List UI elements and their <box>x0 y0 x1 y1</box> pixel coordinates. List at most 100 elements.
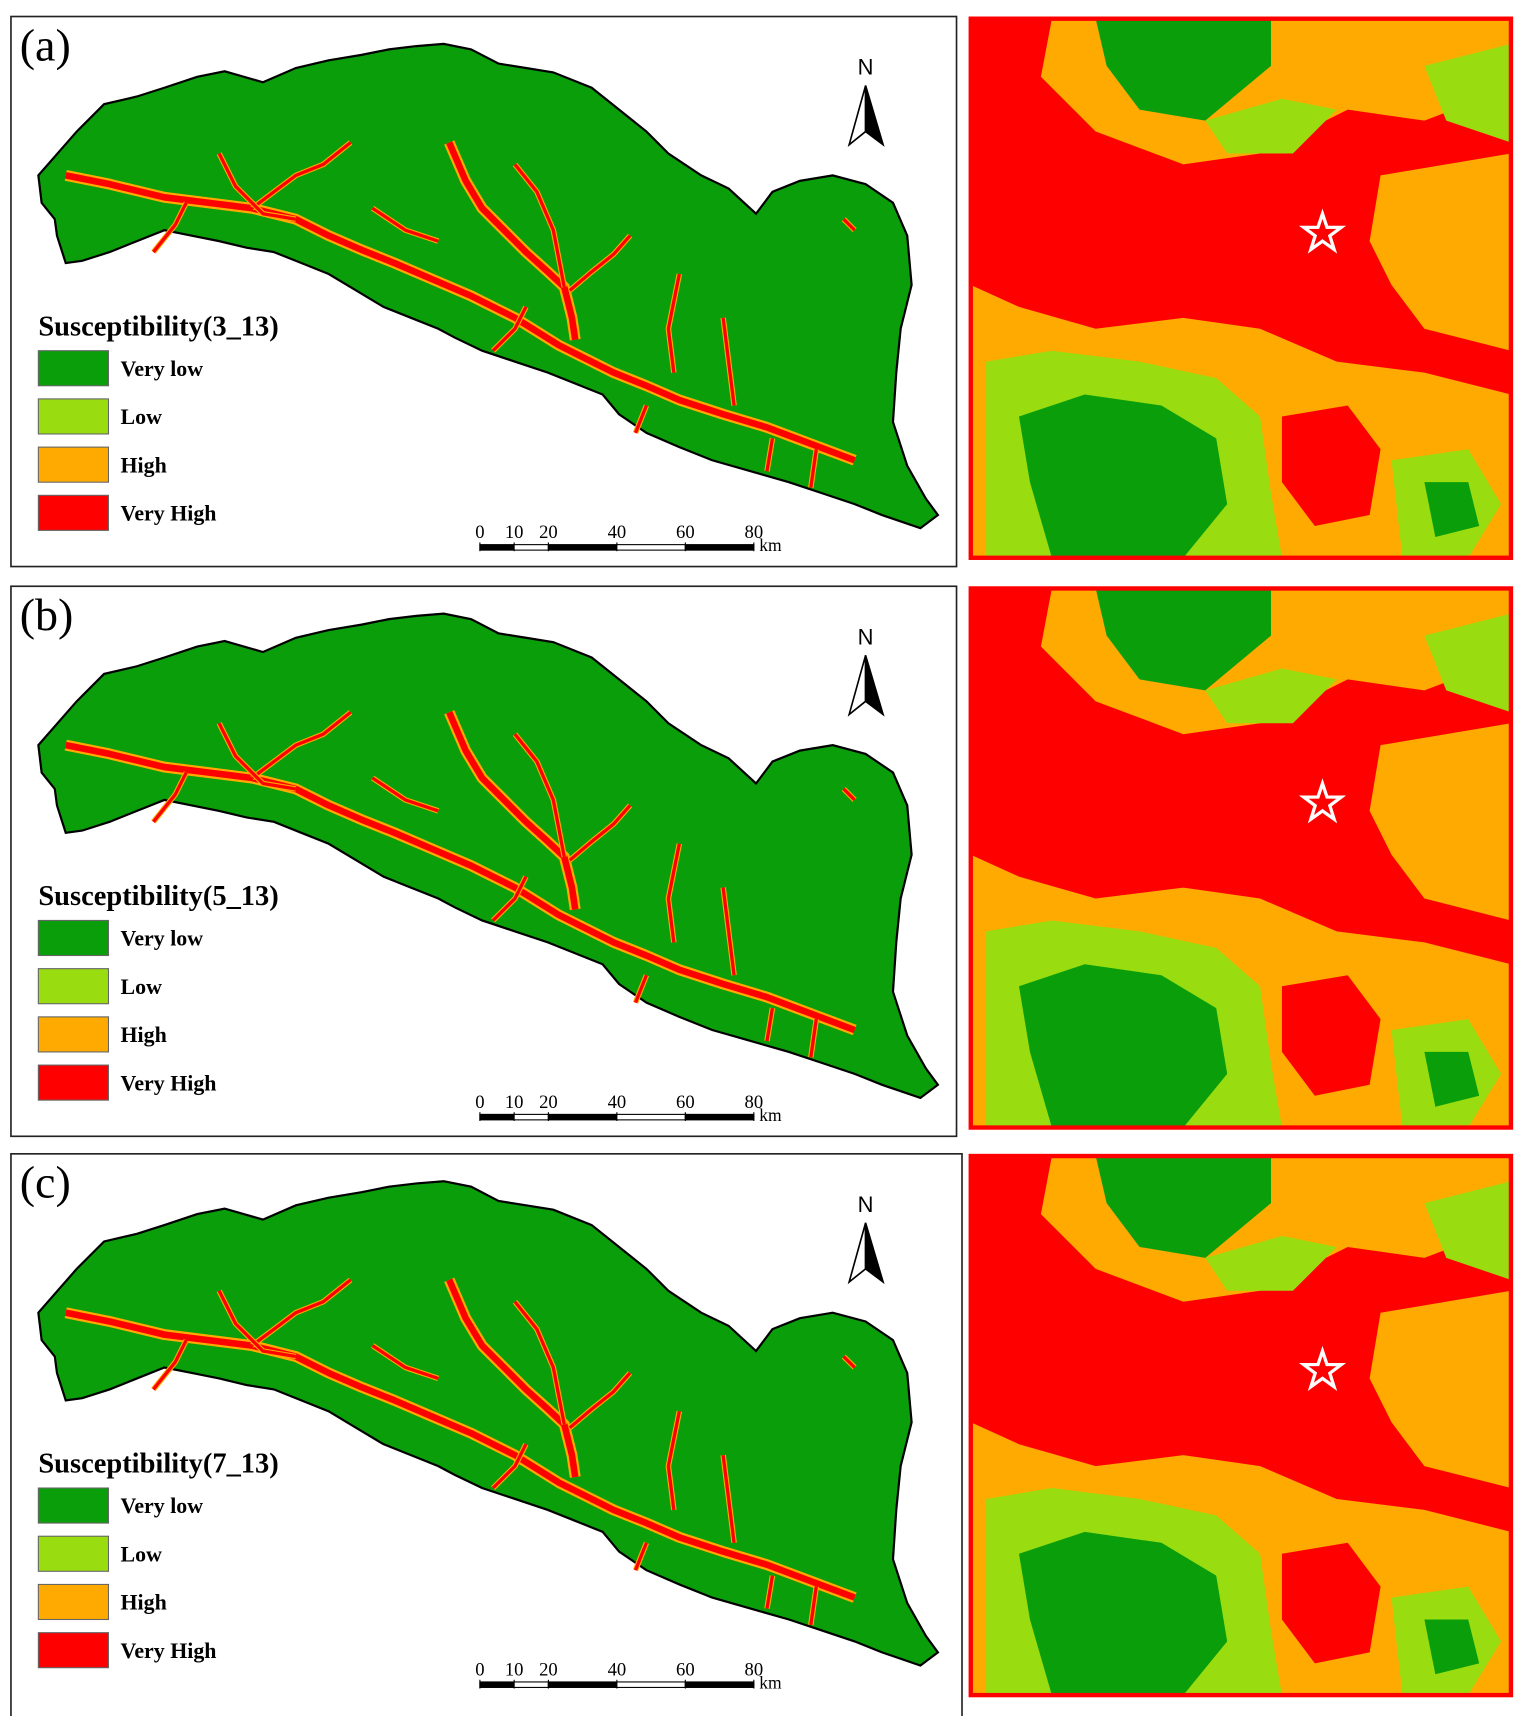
north-label: N <box>858 624 874 649</box>
valley-very-high <box>491 1443 528 1490</box>
valley-very-high <box>568 1371 632 1430</box>
panel: (b) N Susceptibility(5_13) Very low Low High V… <box>10 585 1514 1138</box>
legend-title: Susceptibility(3_13) <box>38 311 278 342</box>
zoom-view <box>968 1153 1514 1698</box>
scale-label: 80 <box>745 1659 764 1680</box>
zoom-frame <box>968 586 1514 1130</box>
scale-segment <box>479 544 515 551</box>
valley-very-high <box>842 1355 856 1369</box>
valley-very-high <box>251 141 352 210</box>
valley-very-high <box>491 306 528 352</box>
valley-very-high <box>251 1278 352 1347</box>
site-star <box>1298 208 1347 254</box>
zoom-view <box>968 586 1514 1130</box>
legend-swatch <box>37 446 110 483</box>
valley-very-high <box>513 733 566 858</box>
zoom-region <box>1369 723 1511 921</box>
valley-very-high <box>217 722 297 791</box>
zoom-frame <box>968 1153 1514 1698</box>
valley-very-high <box>809 1586 818 1626</box>
legend-swatch <box>37 1583 110 1621</box>
panel-label: (c) <box>20 1157 71 1208</box>
valley-very-high <box>371 776 439 813</box>
panel-label: (b) <box>20 589 74 640</box>
scale-label: 80 <box>745 522 764 543</box>
legend-label: Very High <box>121 1070 217 1095</box>
valley-very-high <box>765 1007 775 1042</box>
legend-swatch <box>37 398 110 435</box>
scale-label: 20 <box>539 1659 558 1680</box>
zoom-region <box>1018 964 1228 1128</box>
legend-label: Low <box>121 1541 163 1566</box>
valley-very-high <box>217 152 297 221</box>
panel-label: (a) <box>20 19 71 70</box>
scale-label: 40 <box>608 1092 627 1113</box>
scale-segment <box>513 1113 549 1121</box>
legend-label: Very High <box>121 501 217 526</box>
scale-segment <box>479 1113 515 1121</box>
valley-very-high <box>721 317 736 406</box>
scale-segment <box>616 1681 686 1688</box>
scale-label: 0 <box>475 1659 484 1680</box>
legend-swatch <box>37 1487 110 1524</box>
valley-very-high <box>633 404 648 434</box>
zoom-region <box>1270 1159 1414 1215</box>
scale-label: 0 <box>475 1092 484 1113</box>
zoom-region <box>1205 668 1337 724</box>
valley-very-high <box>152 1339 188 1391</box>
zoom-region <box>1281 405 1381 527</box>
scale-segment <box>513 544 549 551</box>
valley-very-high <box>633 1542 648 1571</box>
zoom-region <box>1424 43 1511 143</box>
legend-swatch <box>37 919 110 957</box>
legend-swatch <box>37 1016 110 1053</box>
legend-label: High <box>121 452 167 477</box>
zoom-region <box>1424 1619 1480 1675</box>
scale-unit: km <box>759 1105 782 1125</box>
scale-segment <box>616 544 686 551</box>
legend-label: High <box>121 1022 167 1047</box>
scale-segment <box>684 1681 755 1688</box>
zoom-region <box>1281 975 1381 1096</box>
scale-label: 80 <box>745 1092 764 1113</box>
scale-unit: km <box>759 535 782 555</box>
valley-very-high <box>513 1300 566 1425</box>
scale-segment <box>547 1681 618 1688</box>
valley-very-high <box>666 843 681 943</box>
scale-label: 40 <box>608 1659 627 1680</box>
valley-very-high <box>765 1575 775 1609</box>
north-arrow <box>864 1222 885 1285</box>
zoom-region <box>1018 394 1228 558</box>
scale-segment <box>547 1113 618 1121</box>
scale-label: 60 <box>676 1659 695 1680</box>
valley-very-high <box>809 1018 818 1058</box>
scale-segment <box>616 1113 686 1121</box>
legend-title: Susceptibility(5_13) <box>38 881 278 912</box>
valley-very-high <box>152 771 188 823</box>
scale-label: 20 <box>539 1092 558 1113</box>
valley-very-high <box>721 1454 736 1544</box>
zoom-region <box>1424 1051 1480 1107</box>
zoom-region <box>970 1246 1041 1335</box>
valley-very-high <box>513 163 566 288</box>
legend-swatch <box>37 1632 110 1669</box>
valley-very-high <box>842 787 856 802</box>
panel: (c) N Susceptibility(7_13) Very low Low High V… <box>10 1153 1514 1716</box>
valley-very-high <box>568 804 632 862</box>
north-arrow <box>864 655 885 717</box>
zoom-region <box>1369 1290 1511 1489</box>
valley-very-high <box>446 141 579 341</box>
valley-very-high <box>251 710 352 780</box>
scale-segment <box>547 544 618 551</box>
valley-very-high <box>446 710 579 910</box>
scale-label: 10 <box>505 1092 524 1113</box>
scale-segment <box>684 544 755 551</box>
valley-very-high <box>65 741 856 1034</box>
scale-label: 0 <box>475 522 484 543</box>
zoom-view <box>968 16 1514 560</box>
zoom-region <box>1270 591 1414 647</box>
valley-very-high <box>666 273 681 373</box>
zoom-region <box>1281 1542 1381 1664</box>
legend-label: High <box>121 1590 167 1615</box>
